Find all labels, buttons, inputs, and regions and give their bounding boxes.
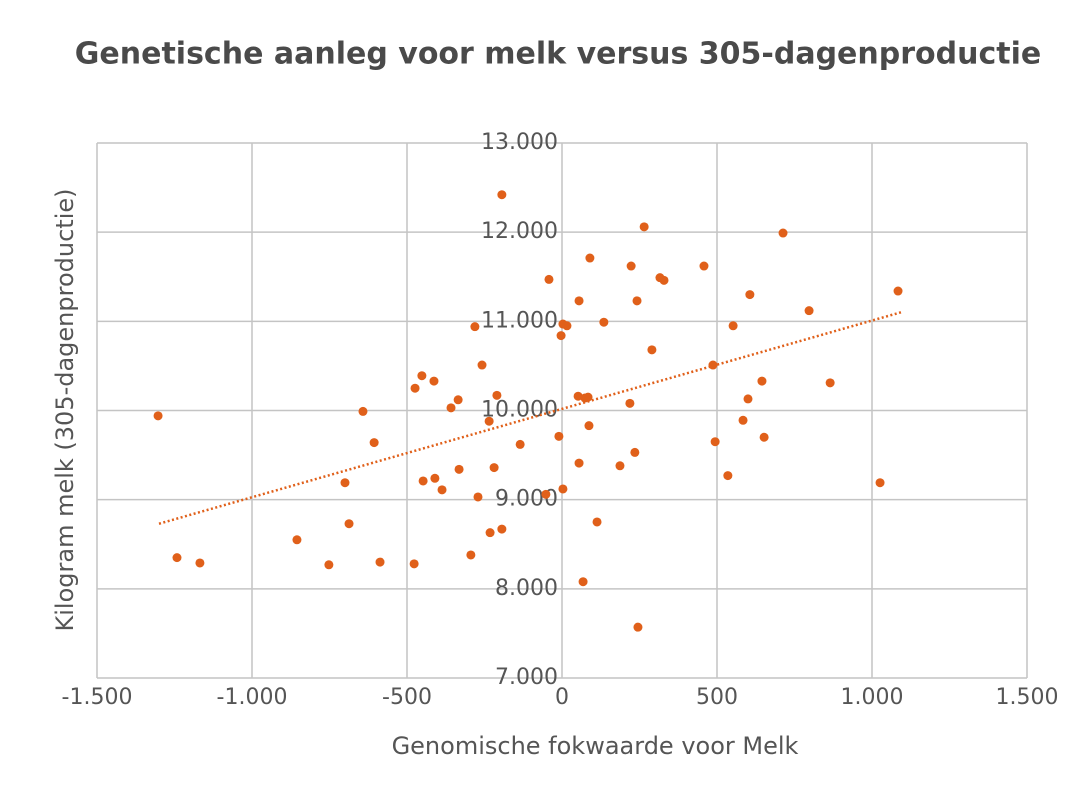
data-point xyxy=(470,322,480,332)
data-point xyxy=(453,395,463,405)
data-point xyxy=(574,296,584,306)
data-point xyxy=(574,458,584,468)
x-axis-title: Genomische fokwaarde voor Melk xyxy=(392,732,799,760)
x-tick-label: -1.000 xyxy=(217,685,288,710)
data-point xyxy=(358,406,368,416)
data-point xyxy=(477,360,487,370)
data-point xyxy=(446,403,456,413)
y-tick-label: 11.000 xyxy=(481,308,558,333)
data-point xyxy=(583,392,593,402)
data-point xyxy=(497,190,507,200)
data-point xyxy=(558,484,568,494)
data-point xyxy=(647,345,657,355)
data-point xyxy=(599,317,609,327)
data-point xyxy=(418,476,428,486)
data-point xyxy=(410,383,420,393)
data-point xyxy=(573,391,583,401)
data-point xyxy=(429,376,439,386)
y-tick-label: 10.000 xyxy=(481,398,558,423)
data-point xyxy=(195,558,205,568)
x-tick-label: -500 xyxy=(382,685,432,710)
y-tick-label: 8.000 xyxy=(495,576,558,601)
data-point xyxy=(745,290,755,300)
data-point xyxy=(584,421,594,431)
data-point xyxy=(172,553,182,563)
data-point xyxy=(473,492,483,502)
data-point xyxy=(554,431,564,441)
data-point xyxy=(544,274,554,284)
data-point xyxy=(324,560,334,570)
data-point xyxy=(585,253,595,263)
data-point xyxy=(778,228,788,238)
data-point xyxy=(723,471,733,481)
data-point xyxy=(825,378,835,388)
x-tick-label: 1.000 xyxy=(841,685,904,710)
data-point xyxy=(454,464,464,474)
x-tick-label: -1.500 xyxy=(62,685,133,710)
data-point xyxy=(375,557,385,567)
data-point xyxy=(893,286,903,296)
data-point xyxy=(804,306,814,316)
data-point xyxy=(659,275,669,285)
y-tick-label: 12.000 xyxy=(481,219,558,244)
data-point xyxy=(615,461,625,471)
data-point xyxy=(484,416,494,426)
data-point xyxy=(466,550,476,560)
y-tick-label: 7.000 xyxy=(495,665,558,690)
data-point xyxy=(759,432,769,442)
x-tick-label: 500 xyxy=(696,685,738,710)
data-point xyxy=(578,577,588,587)
data-point xyxy=(592,517,602,527)
data-point xyxy=(417,371,427,381)
data-point xyxy=(340,478,350,488)
y-tick-label: 13.000 xyxy=(481,130,558,155)
x-tick-label: 0 xyxy=(555,685,569,710)
data-point xyxy=(153,411,163,421)
data-point xyxy=(757,376,767,386)
data-point xyxy=(485,528,495,538)
data-point xyxy=(344,519,354,529)
data-point xyxy=(489,463,499,473)
data-point xyxy=(875,478,885,488)
data-point xyxy=(632,296,642,306)
data-point xyxy=(708,360,718,370)
trendline xyxy=(158,310,903,525)
chart-title: Genetische aanleg voor melk versus 305-d… xyxy=(75,37,1041,72)
y-tick-label: 9.000 xyxy=(495,487,558,512)
x-tick-label: 1.500 xyxy=(996,685,1059,710)
data-point xyxy=(630,447,640,457)
data-point xyxy=(710,437,720,447)
data-point xyxy=(633,622,643,632)
data-point xyxy=(743,394,753,404)
data-point xyxy=(437,485,447,495)
data-point xyxy=(541,489,551,499)
data-point xyxy=(556,331,566,341)
data-point xyxy=(639,222,649,232)
y-axis-title: Kilogram melk (305-dagenproductie) xyxy=(51,188,79,631)
data-point xyxy=(430,473,440,483)
data-point xyxy=(515,439,525,449)
data-point xyxy=(409,559,419,569)
data-point xyxy=(728,321,738,331)
data-point xyxy=(292,535,302,545)
data-point xyxy=(497,524,507,534)
data-point xyxy=(625,398,635,408)
data-point xyxy=(492,390,502,400)
data-point xyxy=(699,261,709,271)
data-point xyxy=(562,321,572,331)
data-point xyxy=(738,415,748,425)
data-point xyxy=(626,261,636,271)
data-point xyxy=(369,438,379,448)
